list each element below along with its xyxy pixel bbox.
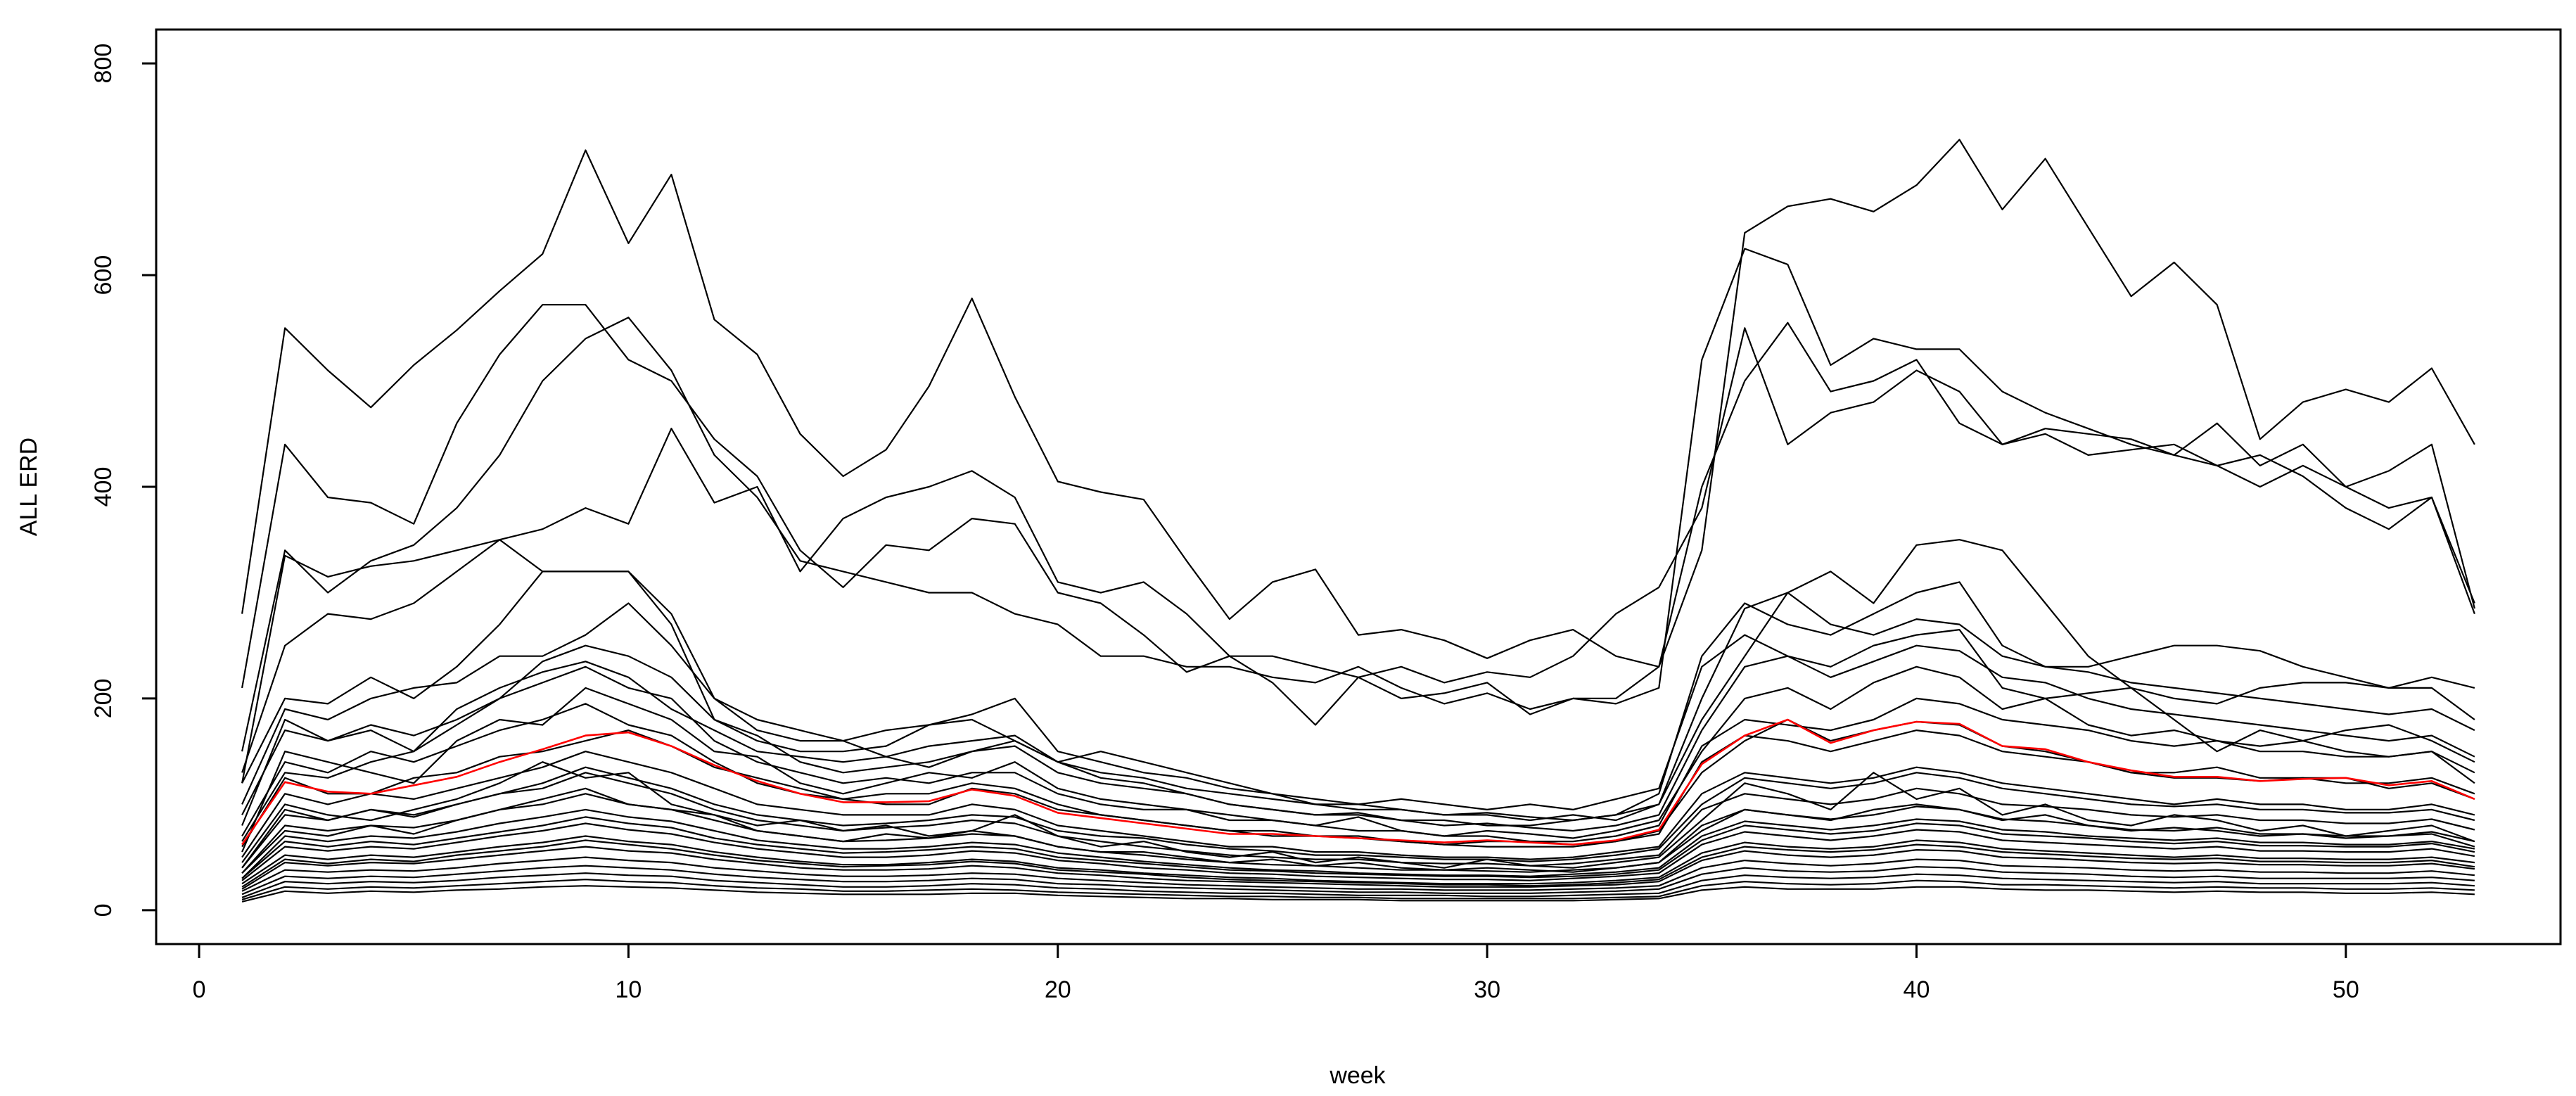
series-line-25 [241, 787, 2475, 874]
y-tick-label-200: 200 [90, 679, 117, 719]
y-tick-label-600: 600 [90, 255, 117, 295]
series-line-11 [241, 751, 2475, 860]
series-line-19 [241, 865, 2475, 896]
x-axis: 0 10 20 30 40 50 [193, 943, 2359, 1003]
mean-series-line [241, 718, 2475, 846]
y-tick-label-400: 400 [90, 467, 117, 507]
x-axis-title: week [1329, 1062, 1386, 1089]
x-tick-label-40: 40 [1904, 976, 1930, 1003]
series-line-7 [241, 581, 2475, 827]
y-axis-title: ALL ERD [15, 438, 42, 536]
mean-series-group [241, 718, 2475, 846]
series-line-21 [241, 879, 2475, 900]
x-tick-label-50: 50 [2333, 976, 2359, 1003]
x-tick-label-10: 10 [615, 976, 642, 1003]
series-line-1 [241, 139, 2475, 668]
series-line-17 [241, 846, 2475, 890]
series-line-16 [241, 835, 2475, 885]
series-line-12 [241, 772, 2475, 869]
series-line-30 [241, 816, 2475, 879]
series-line-6 [241, 539, 2475, 822]
y-tick-label-800: 800 [90, 44, 117, 84]
series-line-4 [241, 327, 2475, 773]
y-tick-label-0: 0 [90, 903, 117, 917]
series-line-24 [241, 665, 2475, 853]
series-line-15 [241, 822, 2475, 881]
series-line-27 [241, 766, 2475, 869]
series-line-9 [241, 665, 2475, 843]
x-tick-label-0: 0 [193, 976, 206, 1003]
series-line-14 [241, 808, 2475, 879]
x-tick-label-30: 30 [1474, 976, 1500, 1003]
series-line-22 [241, 885, 2475, 903]
series-line-26 [241, 644, 2475, 842]
y-axis: 0 200 400 600 800 [90, 44, 158, 917]
series-line-28 [241, 839, 2475, 888]
x-tick-label-20: 20 [1045, 976, 1071, 1003]
series-line-29 [241, 592, 2475, 826]
series-line-3 [241, 317, 2475, 752]
series-line-18 [241, 856, 2475, 892]
series-line-20 [241, 872, 2475, 898]
